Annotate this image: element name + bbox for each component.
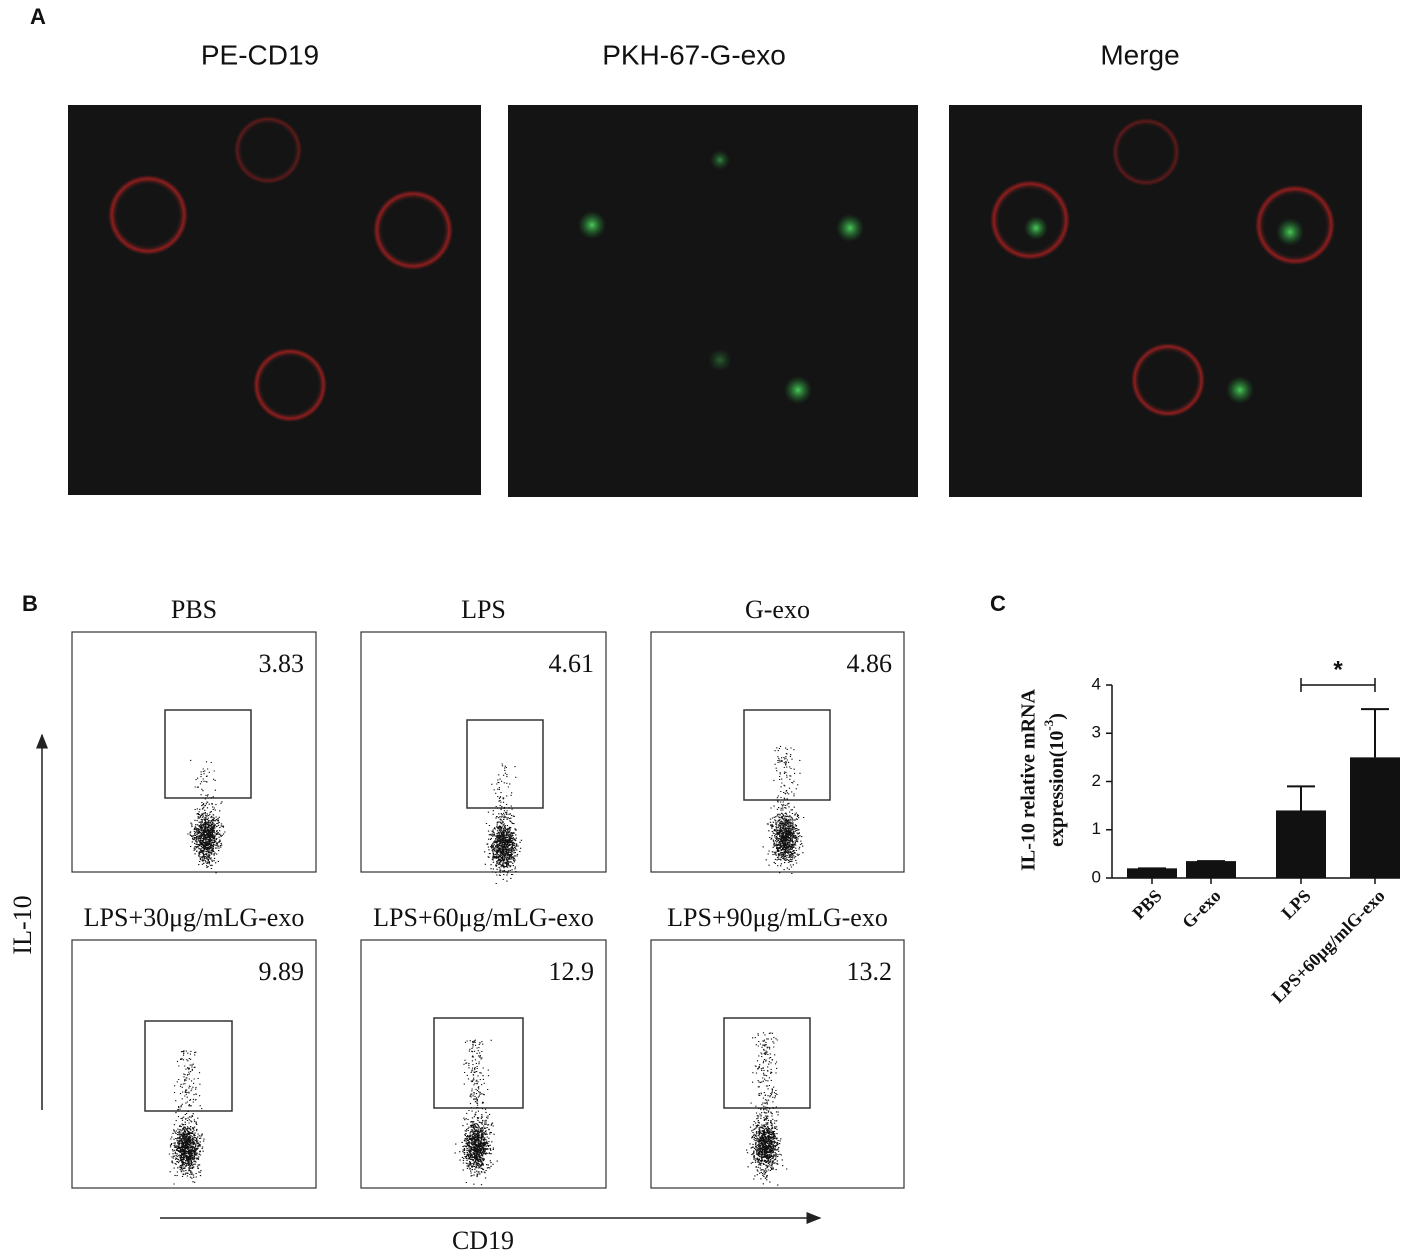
gate (164, 709, 252, 799)
label-part: ) (1046, 713, 1068, 720)
gate-percent: 13.2 (847, 957, 893, 986)
micrograph (68, 105, 481, 495)
plot-frame (650, 631, 905, 873)
plot-title: G-exo (745, 595, 810, 624)
y-tick-label: 0 (1092, 867, 1101, 886)
image-title: Merge (1100, 39, 1179, 70)
micrograph (508, 105, 918, 497)
significance-bracket (1300, 678, 1376, 692)
y-tick-label: 2 (1092, 771, 1101, 790)
event-cloud (454, 1039, 498, 1186)
event-cloud (746, 1032, 788, 1186)
gate (433, 1017, 524, 1109)
event-cloud (762, 745, 805, 875)
event-cloud (168, 1050, 205, 1185)
micrograph (949, 105, 1362, 497)
y-tick-label: 1 (1092, 819, 1101, 838)
panel-label: A (30, 4, 46, 29)
gate-percent: 3.83 (259, 649, 305, 678)
image-title: PKH-67-G-exo (602, 39, 786, 70)
gate (723, 1017, 811, 1109)
bar (1350, 757, 1400, 878)
plot-frame (360, 939, 607, 1189)
panel-label: B (22, 591, 38, 616)
x-tick-label: PBS (1128, 886, 1165, 923)
event-cloud (484, 763, 523, 885)
error-bar (1287, 785, 1315, 811)
bar (1276, 810, 1326, 878)
y-axis-label: expression(10-3) (1041, 713, 1068, 847)
y-tick-label: 4 (1092, 674, 1101, 693)
event-cloud (187, 759, 226, 874)
plot-title: LPS+90μg/mLG-exo (667, 903, 888, 932)
y-axis-label: IL-10 relative mRNA (1018, 689, 1040, 871)
bar (1186, 861, 1236, 878)
panel-label: C (990, 591, 1006, 616)
plot-frame (650, 939, 905, 1189)
gate-percent: 12.9 (549, 957, 595, 986)
gate (743, 709, 831, 801)
y-tick-label: 3 (1092, 723, 1101, 742)
significance-mark: * (1333, 656, 1343, 683)
bar (1127, 868, 1177, 878)
image-title: PE-CD19 (201, 39, 319, 70)
gate-percent: 9.89 (259, 957, 305, 986)
error-bar (1361, 708, 1389, 758)
plot-title: LPS+60μg/mLG-exo (373, 903, 594, 932)
gate-percent: 4.61 (549, 649, 595, 678)
plot-frame (71, 631, 317, 873)
label-sup: -3 (1041, 719, 1056, 730)
axis-label: CD19 (452, 1226, 514, 1255)
plot-title: LPS+30μg/mLG-exo (84, 903, 305, 932)
plot-title: LPS (461, 595, 506, 624)
x-tick-label: G-exo (1178, 886, 1225, 933)
gate-percent: 4.86 (847, 649, 893, 678)
plot-frame (360, 631, 607, 873)
x-tick-label: LPS (1277, 886, 1314, 923)
label-part: expression(10 (1046, 731, 1068, 847)
plot-frame (71, 939, 317, 1189)
plot-title: PBS (171, 595, 217, 624)
axis-label: IL-10 (8, 895, 37, 954)
gate (466, 719, 544, 809)
gate (144, 1020, 233, 1112)
flow-plots: PBS 3.83 LPS 4.61 G-exo 4.86 LPS+30μg/mLG-exo 9… (71, 595, 905, 1189)
